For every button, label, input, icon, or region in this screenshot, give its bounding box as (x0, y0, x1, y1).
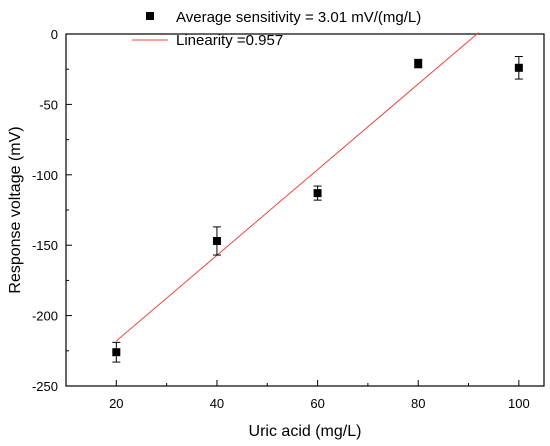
x-tick-label: 100 (508, 396, 530, 411)
x-tick-label: 60 (310, 396, 324, 411)
data-point (112, 348, 121, 357)
legend-label-fit: Linearity =0.957 (176, 32, 283, 49)
x-tick-label: 40 (210, 396, 224, 411)
legend-marker-points (146, 12, 154, 20)
data-point (212, 236, 221, 245)
data-point (514, 63, 523, 72)
y-tick-label: -200 (32, 309, 58, 324)
plot-axes (65, 33, 545, 387)
plot-frame (65, 33, 545, 387)
x-tick-label: 20 (109, 396, 123, 411)
data-point (414, 59, 423, 68)
legend-label-points: Average sensitivity = 3.01 mV/(mg/L) (176, 9, 421, 26)
y-tick-label: -100 (32, 168, 58, 183)
data-point (313, 189, 322, 198)
y-tick-label: 0 (51, 27, 58, 42)
x-tick-label: 80 (411, 396, 425, 411)
legend: Average sensitivity = 3.01 mV/(mg/L) Line… (132, 9, 421, 49)
y-tick-label: -50 (39, 97, 58, 112)
y-axis-title: Response voltage (mV) (7, 126, 24, 293)
y-tick-label: -150 (32, 238, 58, 253)
data-points-layer (112, 56, 523, 363)
axis-ticks: 20 40 60 80 100 0 -50 -100 -150 -200 -250 (32, 27, 530, 411)
x-axis-title: Uric acid (mg/L) (249, 423, 362, 440)
fit-line (115, 32, 479, 342)
fit-line-layer (115, 32, 479, 342)
y-tick-label: -250 (32, 379, 58, 394)
